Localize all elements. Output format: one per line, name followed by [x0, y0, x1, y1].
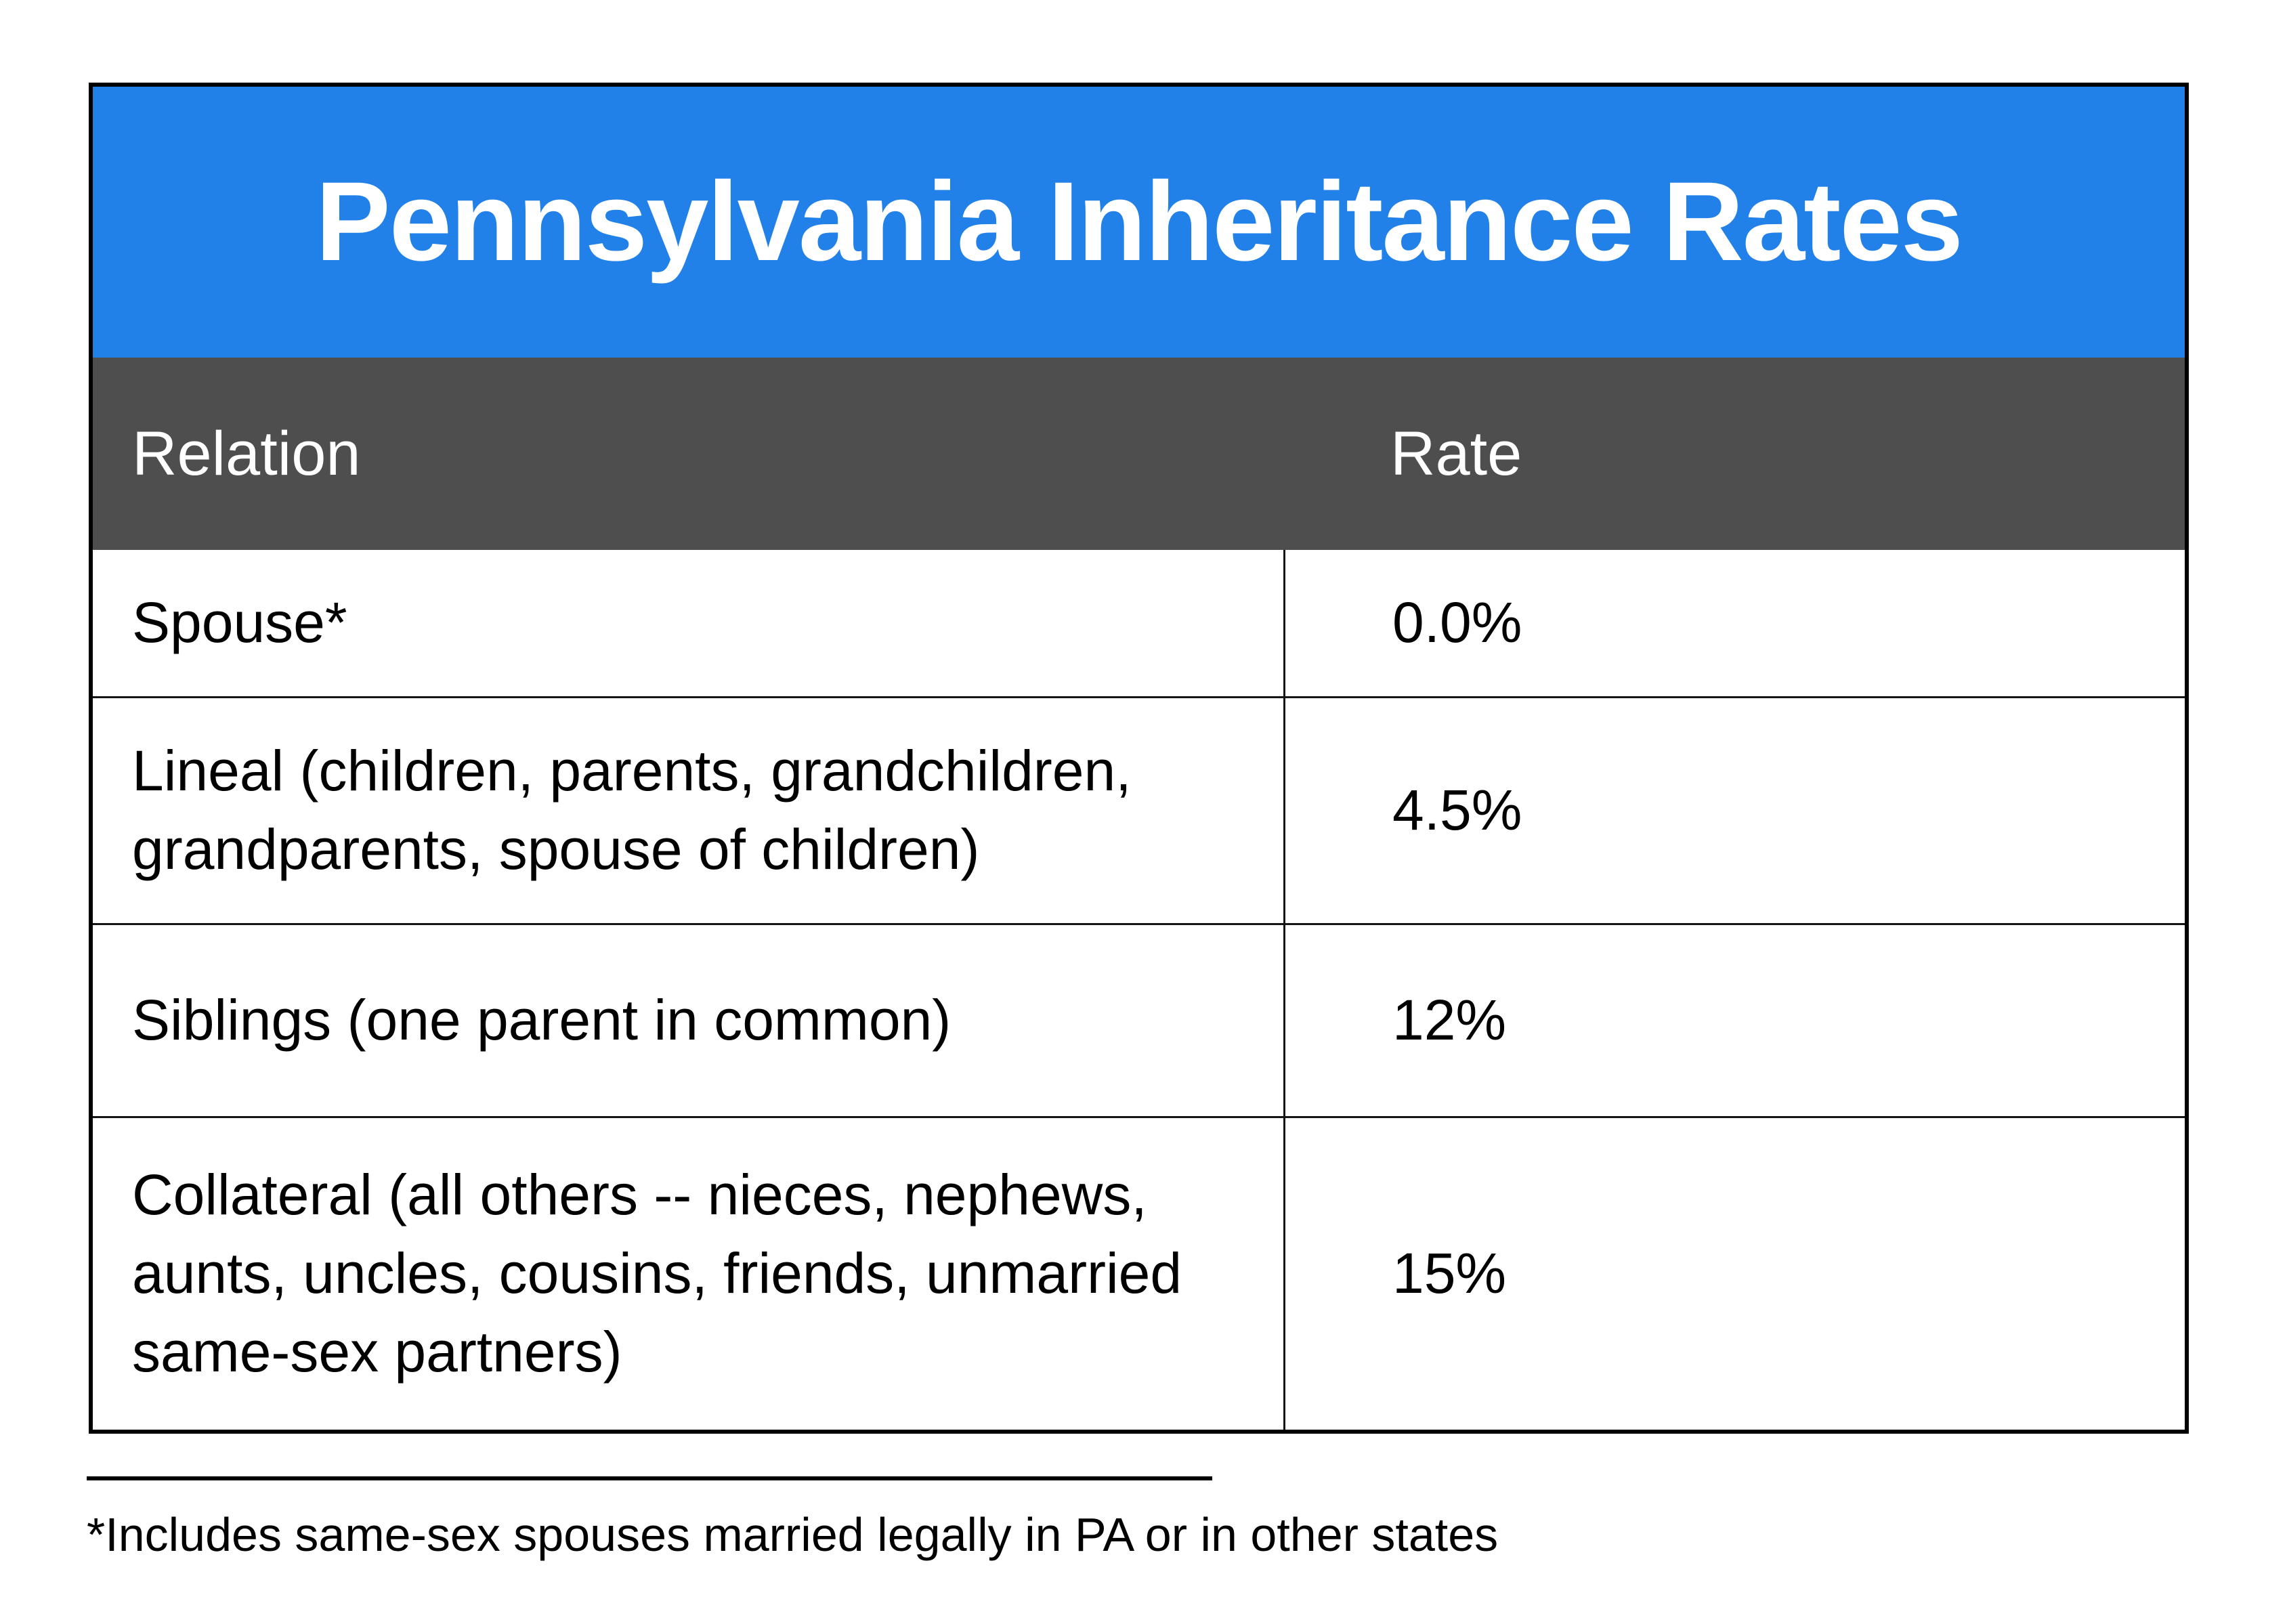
rate-cell: 0.0% — [1283, 550, 2185, 696]
title-band: Pennsylvania Inheritance Rates — [93, 87, 2185, 358]
relation-cell: Spouse* — [132, 591, 347, 655]
table-header-row: Relation Rate — [93, 358, 2185, 550]
table-row: Lineal (children, parents, grandchildren… — [93, 696, 2185, 923]
relation-cell: Collateral (all others -- nieces, nephew… — [132, 1163, 1182, 1384]
page-title: Pennsylvania Inheritance Rates — [315, 159, 1963, 284]
column-header-relation: Relation — [132, 419, 361, 488]
relation-cell: Siblings (one parent in common) — [132, 988, 952, 1052]
footnote-divider — [87, 1476, 1212, 1480]
rate-cell: 4.5% — [1283, 698, 2185, 923]
rate-cell: 15% — [1283, 1118, 2185, 1430]
table-row: Spouse* 0.0% — [93, 550, 2185, 696]
column-header-rate: Rate — [1390, 419, 1522, 488]
relation-cell: Lineal (children, parents, grandchildren… — [132, 739, 1132, 881]
inheritance-rates-table: Pennsylvania Inheritance Rates Relation … — [89, 83, 2189, 1434]
footnote-text: *Includes same-sex spouses married legal… — [87, 1508, 1499, 1561]
table-row: Siblings (one parent in common) 12% — [93, 923, 2185, 1116]
rate-cell: 12% — [1283, 925, 2185, 1116]
table-row: Collateral (all others -- nieces, nephew… — [93, 1116, 2185, 1430]
